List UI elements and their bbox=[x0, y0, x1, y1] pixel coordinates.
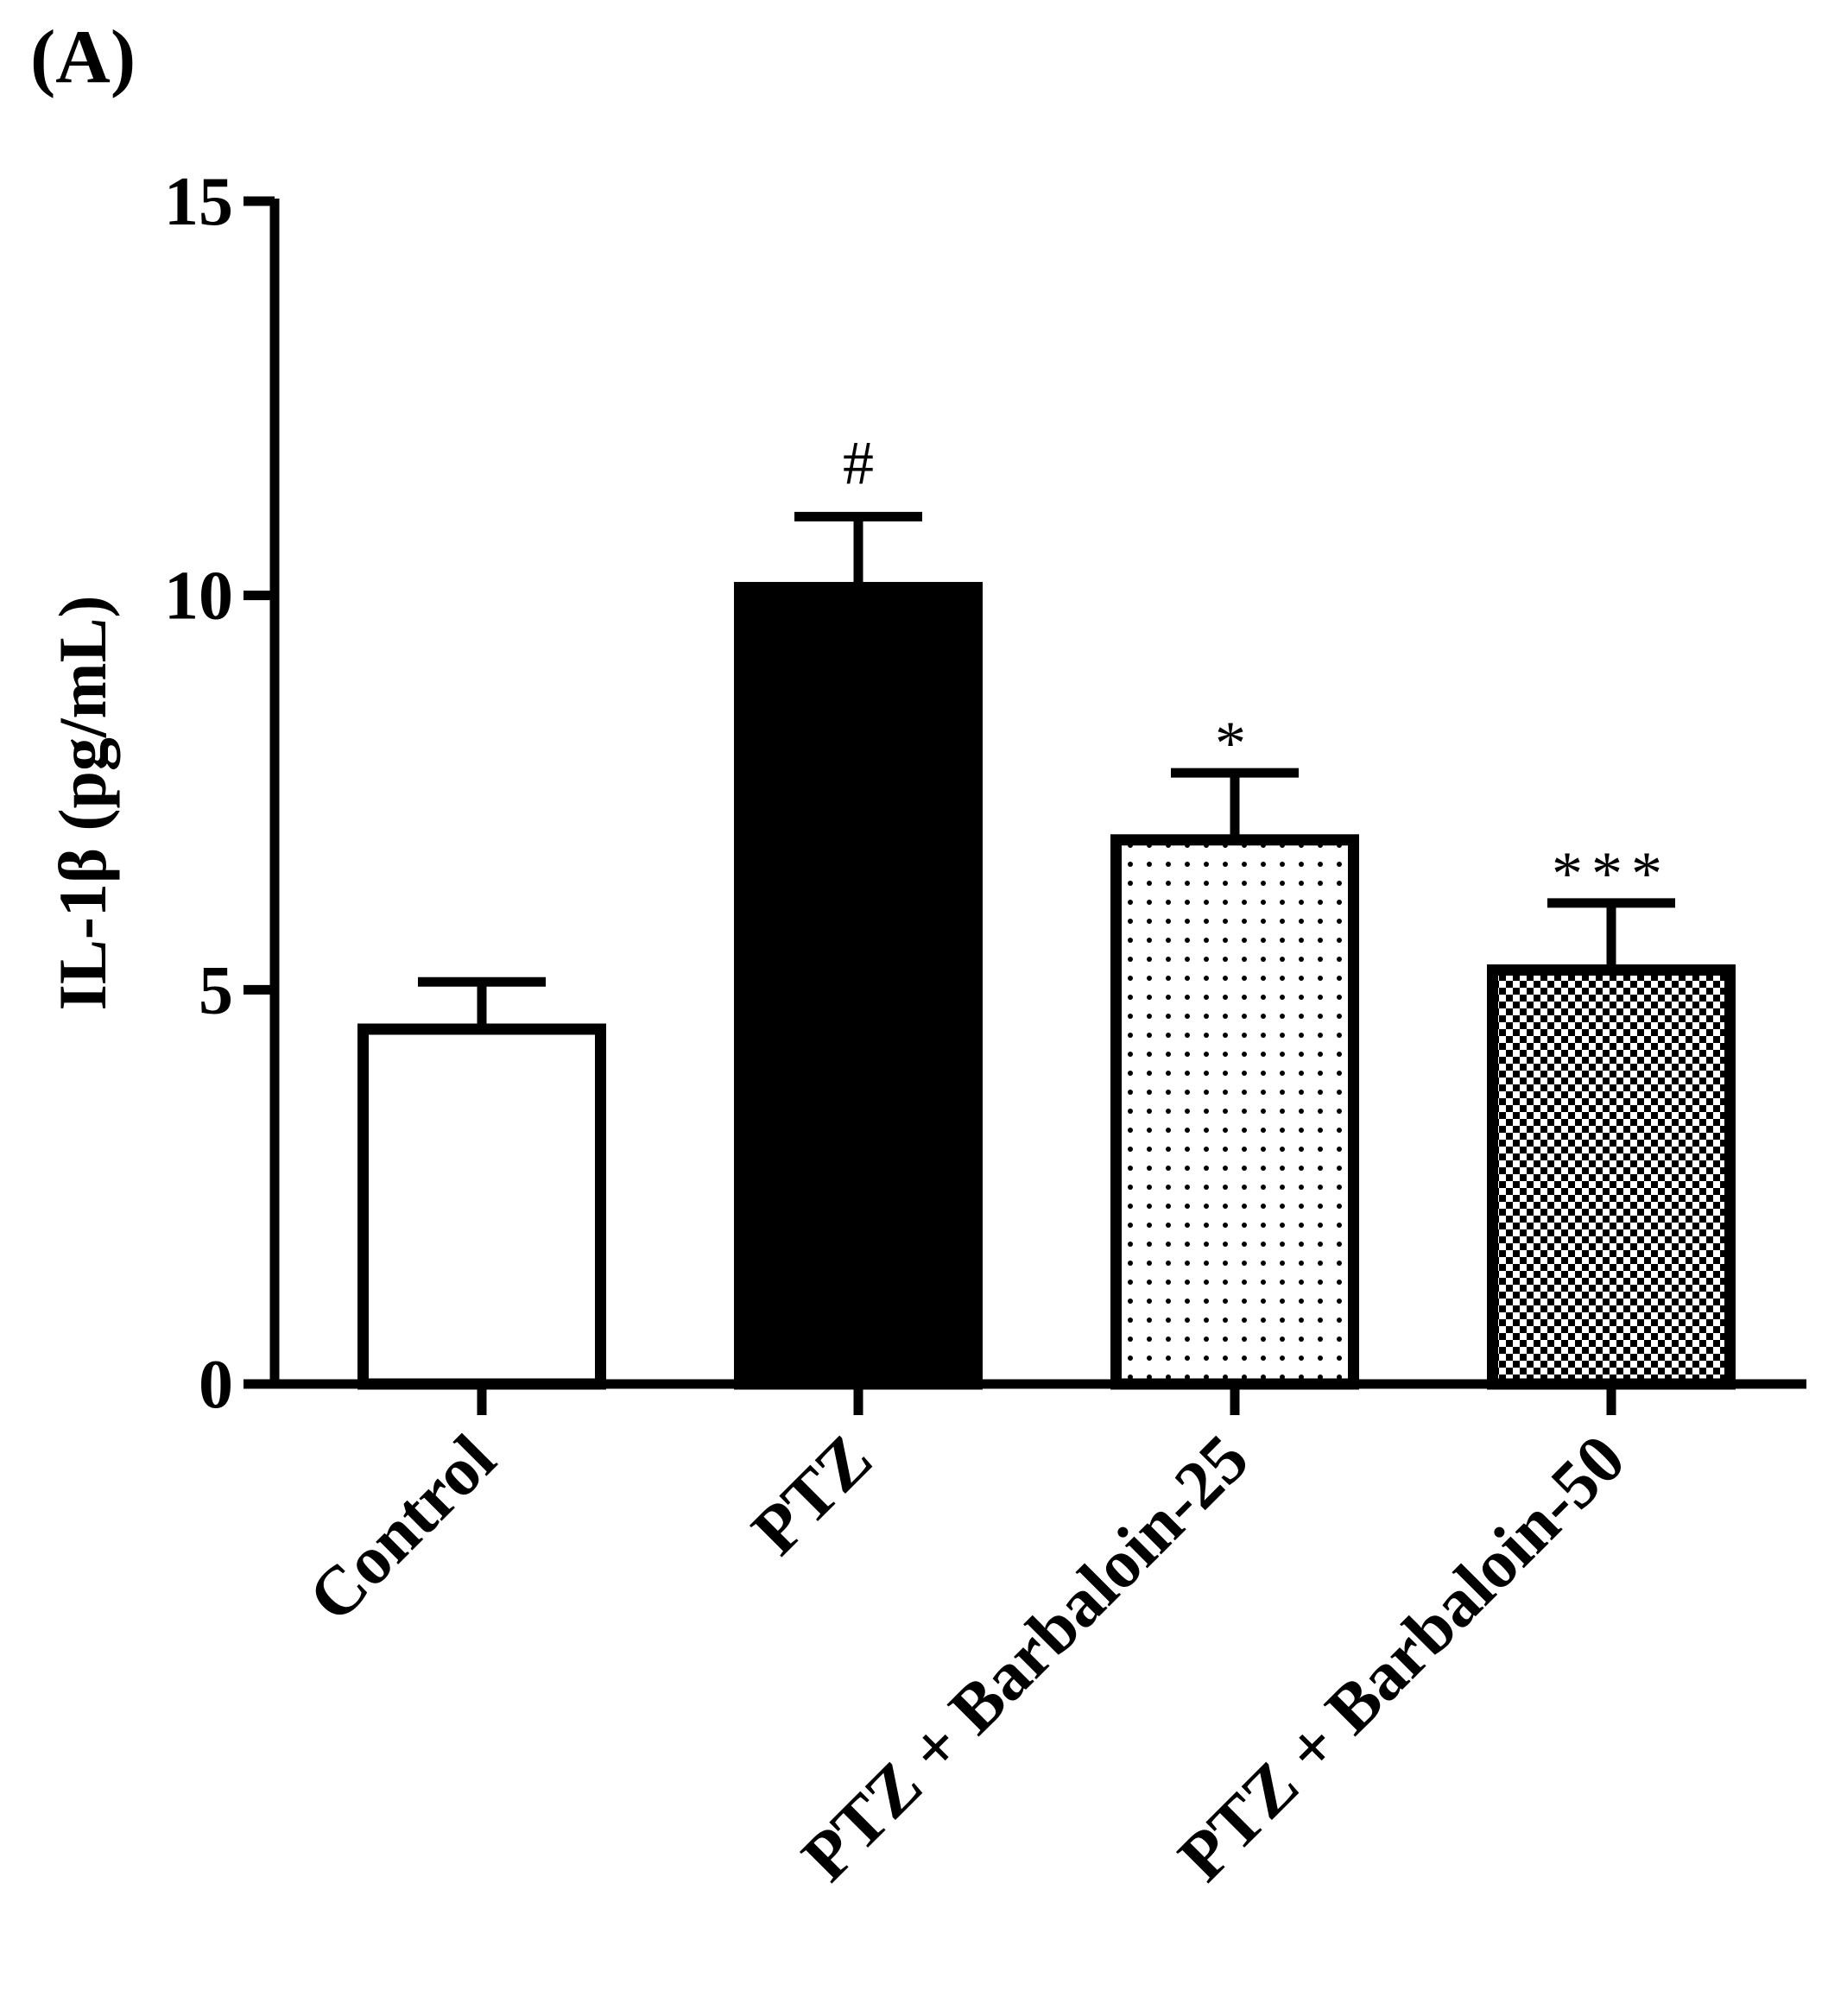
significance-label: # bbox=[843, 428, 874, 497]
y-tick-label: 10 bbox=[164, 559, 233, 635]
y-tick-label: 15 bbox=[164, 164, 233, 240]
x-tick-label: Control bbox=[294, 1421, 510, 1637]
y-axis-label: IL-1β (pg/mL) bbox=[45, 596, 120, 1011]
bars: #**** bbox=[357, 428, 1736, 1390]
bar bbox=[734, 582, 983, 1390]
y-axis: 0 5 10 15 bbox=[164, 164, 280, 1423]
bar bbox=[1487, 964, 1736, 1390]
significance-label: * bbox=[1215, 709, 1255, 778]
bar bbox=[357, 1023, 606, 1390]
panel-label: (A) bbox=[30, 16, 136, 99]
significance-label: *** bbox=[1552, 839, 1671, 908]
y-tick-label: 5 bbox=[199, 952, 233, 1028]
x-tick-label: PTZ bbox=[737, 1421, 886, 1570]
bar bbox=[1110, 834, 1359, 1390]
y-tick-label: 0 bbox=[199, 1347, 233, 1423]
